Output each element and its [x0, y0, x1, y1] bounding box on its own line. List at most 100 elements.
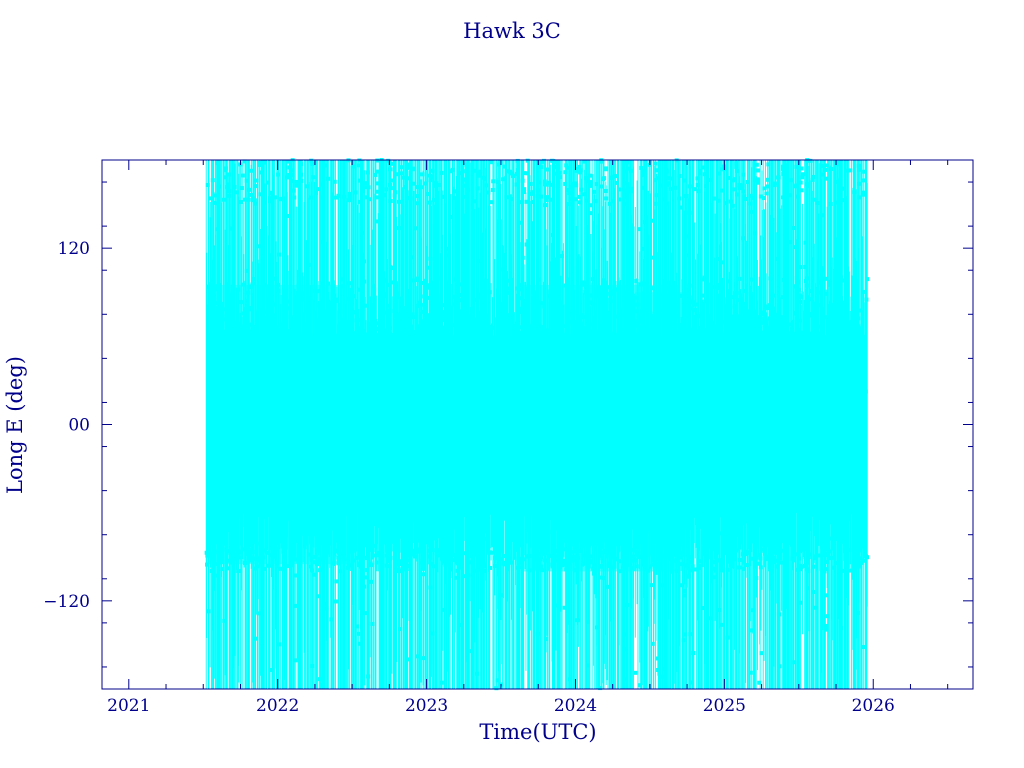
- series-point: [856, 563, 861, 568]
- series-point: [803, 264, 808, 269]
- series-point: [811, 590, 816, 595]
- series-point: [739, 327, 744, 332]
- series-point: [515, 286, 520, 291]
- series-point: [811, 341, 816, 346]
- series-point: [740, 333, 745, 338]
- series-point: [429, 561, 434, 566]
- series-point: [251, 198, 256, 203]
- series-point: [505, 169, 510, 174]
- series-point: [650, 286, 655, 291]
- series-point: [784, 284, 789, 289]
- series-point: [209, 473, 214, 478]
- series-point: [227, 172, 232, 177]
- series-point: [720, 167, 725, 172]
- series-point: [599, 514, 604, 519]
- series-point: [441, 314, 446, 319]
- series-point: [523, 306, 528, 311]
- series-point: [713, 575, 718, 580]
- series-point: [827, 403, 832, 408]
- series-point: [478, 292, 483, 297]
- series-point: [770, 373, 775, 378]
- series-point: [281, 567, 286, 572]
- series-point: [240, 173, 245, 178]
- series-point: [353, 310, 358, 315]
- series-point: [733, 426, 738, 431]
- series-point: [519, 200, 524, 205]
- series-point: [214, 536, 219, 541]
- series-point: [602, 528, 607, 533]
- series-point: [800, 172, 805, 177]
- series-point: [844, 547, 849, 552]
- series-point: [673, 313, 678, 318]
- series-point: [413, 549, 418, 554]
- series-point: [305, 309, 310, 314]
- series-point: [842, 532, 847, 537]
- series-point: [420, 172, 425, 177]
- series-point: [513, 331, 518, 336]
- series-point: [443, 558, 448, 563]
- series-point: [844, 311, 849, 316]
- series-point: [504, 195, 509, 200]
- series-point: [819, 276, 824, 281]
- series-point: [313, 190, 318, 195]
- series-point: [308, 421, 313, 426]
- series-point: [211, 557, 216, 562]
- series-point: [334, 195, 339, 200]
- series-point: [641, 515, 646, 520]
- series-point: [784, 175, 789, 180]
- series-point: [428, 283, 433, 288]
- series-point: [556, 181, 561, 186]
- series-point: [716, 380, 721, 385]
- series-point: [297, 354, 302, 359]
- series-point: [255, 324, 260, 329]
- series-point: [738, 557, 743, 562]
- series-point: [507, 195, 512, 200]
- series-point: [826, 536, 831, 541]
- series-point: [347, 281, 352, 286]
- series-point: [811, 328, 816, 333]
- series-point: [524, 242, 529, 247]
- series-point: [835, 319, 840, 324]
- series-point: [654, 193, 659, 198]
- series-point: [548, 182, 553, 187]
- series-point: [795, 279, 800, 284]
- series-point: [591, 566, 596, 571]
- series-point: [276, 172, 281, 177]
- series-point: [416, 330, 421, 335]
- series-point: [227, 193, 232, 198]
- series-point: [625, 602, 630, 607]
- series-point: [582, 366, 587, 371]
- series-point: [532, 305, 537, 310]
- series-point: [428, 178, 433, 183]
- series-point: [491, 475, 496, 480]
- series-point: [859, 560, 864, 565]
- series-point: [719, 320, 724, 325]
- series-point: [506, 563, 511, 568]
- series-point: [857, 195, 862, 200]
- series-point: [441, 329, 446, 334]
- series-point: [840, 186, 845, 191]
- series-point: [235, 362, 240, 367]
- series-point: [600, 299, 605, 304]
- series-point: [553, 160, 558, 165]
- series-point: [391, 280, 396, 285]
- series-point: [213, 301, 218, 306]
- series-point: [489, 200, 494, 205]
- series-point: [313, 322, 318, 327]
- series-point: [319, 404, 324, 409]
- series-point: [818, 331, 823, 336]
- series-point: [737, 565, 742, 570]
- series-point: [804, 182, 809, 187]
- series-point: [820, 307, 825, 312]
- series-point: [420, 360, 425, 365]
- series-point: [595, 294, 600, 299]
- series-point: [294, 179, 299, 184]
- series-point: [261, 344, 266, 349]
- series-point: [329, 374, 334, 379]
- series-point: [686, 574, 691, 579]
- series-point: [422, 294, 427, 299]
- series-point: [380, 553, 385, 558]
- series-point: [678, 205, 683, 210]
- series-point: [599, 184, 604, 189]
- series-point: [359, 557, 364, 562]
